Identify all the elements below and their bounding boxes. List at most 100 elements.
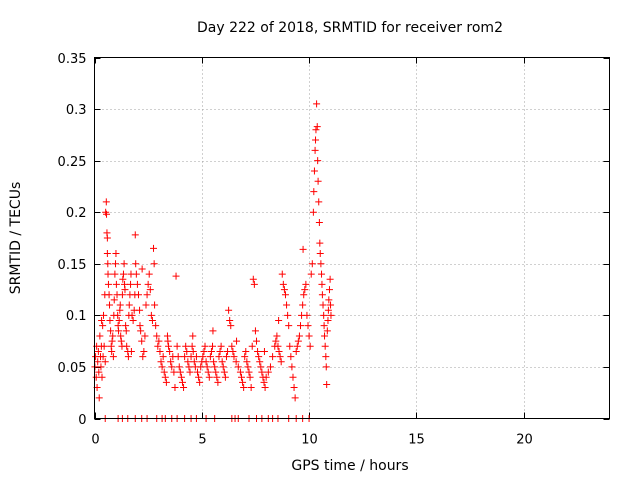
- data-point: [242, 347, 250, 355]
- x-tick-label: 5: [198, 433, 206, 448]
- data-point: [320, 322, 328, 330]
- data-point: [104, 270, 112, 278]
- data-point: [153, 332, 161, 340]
- data-point: [176, 368, 184, 376]
- data-point: [160, 368, 168, 376]
- data-point: [322, 353, 330, 361]
- data-point: [141, 332, 149, 340]
- data-point: [124, 353, 132, 361]
- data-point: [228, 342, 236, 350]
- data-point: [211, 363, 219, 371]
- data-point: [257, 363, 265, 371]
- data-point: [221, 373, 229, 381]
- data-point: [108, 347, 116, 355]
- data-point: [147, 311, 155, 319]
- data-point: [287, 353, 295, 361]
- data-point: [200, 347, 208, 355]
- data-point: [155, 337, 163, 345]
- data-point: [269, 353, 277, 361]
- data-point: [274, 342, 282, 350]
- data-point: [157, 358, 165, 366]
- data-point: [316, 249, 324, 257]
- data-point: [107, 327, 115, 335]
- x-tick-label: 15: [408, 433, 425, 448]
- data-point: [216, 347, 224, 355]
- data-point: [117, 332, 125, 340]
- data-point: [285, 322, 293, 330]
- data-point: [314, 177, 322, 185]
- data-point: [318, 270, 326, 278]
- data-point: [280, 286, 288, 294]
- data-point: [158, 363, 166, 371]
- data-point: [177, 373, 185, 381]
- data-point: [109, 332, 117, 340]
- data-point: [170, 368, 178, 376]
- data-point: [197, 363, 205, 371]
- data-point: [189, 347, 197, 355]
- data-point: [248, 342, 256, 350]
- data-point: [232, 358, 240, 366]
- data-point: [219, 363, 227, 371]
- data-point: [291, 394, 299, 402]
- data-point: [195, 373, 203, 381]
- data-point: [178, 378, 186, 386]
- data-point: [230, 353, 238, 361]
- data-point: [309, 208, 317, 216]
- data-point: [99, 322, 107, 330]
- data-point: [322, 363, 330, 371]
- data-point: [123, 342, 131, 350]
- data-point: [125, 301, 133, 309]
- data-point: [201, 342, 209, 350]
- data-point: [136, 322, 144, 330]
- data-point: [164, 337, 172, 345]
- data-point: [240, 384, 248, 392]
- data-point: [175, 363, 183, 371]
- data-point: [186, 368, 194, 376]
- data-point: [100, 311, 108, 319]
- data-point: [95, 368, 103, 376]
- data-point: [117, 337, 125, 345]
- data-point: [168, 363, 176, 371]
- data-point: [299, 301, 307, 309]
- data-point: [236, 368, 244, 376]
- data-point: [244, 363, 252, 371]
- data-point: [111, 270, 119, 278]
- data-point: [218, 358, 226, 366]
- data-point: [227, 322, 235, 330]
- data-point: [327, 311, 335, 319]
- scatter-points: [91, 100, 335, 422]
- data-point: [185, 363, 193, 371]
- data-point: [184, 358, 192, 366]
- data-point: [306, 342, 314, 350]
- data-point: [215, 353, 223, 361]
- data-point: [181, 353, 189, 361]
- data-point: [312, 136, 320, 144]
- data-point: [220, 368, 228, 376]
- data-point: [138, 337, 146, 345]
- data-point: [297, 322, 304, 330]
- data-point: [249, 275, 257, 283]
- data-point: [209, 327, 217, 335]
- data-point: [114, 311, 122, 319]
- data-point: [313, 100, 321, 108]
- data-point: [261, 384, 269, 392]
- chart-title: Day 222 of 2018, SRMTID for receiver rom…: [197, 20, 503, 36]
- data-point: [94, 347, 102, 355]
- data-point: [145, 270, 153, 278]
- data-point: [315, 219, 323, 227]
- data-point: [209, 342, 217, 350]
- data-point: [325, 286, 333, 294]
- data-point: [104, 280, 112, 288]
- data-point: [150, 244, 158, 252]
- data-point: [321, 342, 329, 350]
- data-point: [127, 347, 135, 355]
- y-tick-label: 0.35: [58, 52, 87, 67]
- data-point: [152, 322, 160, 330]
- data-point: [264, 368, 272, 376]
- data-point: [222, 353, 230, 361]
- data-point: [105, 291, 113, 299]
- data-point: [217, 342, 225, 350]
- data-point: [110, 296, 118, 304]
- data-point: [100, 342, 108, 350]
- data-point: [194, 368, 201, 376]
